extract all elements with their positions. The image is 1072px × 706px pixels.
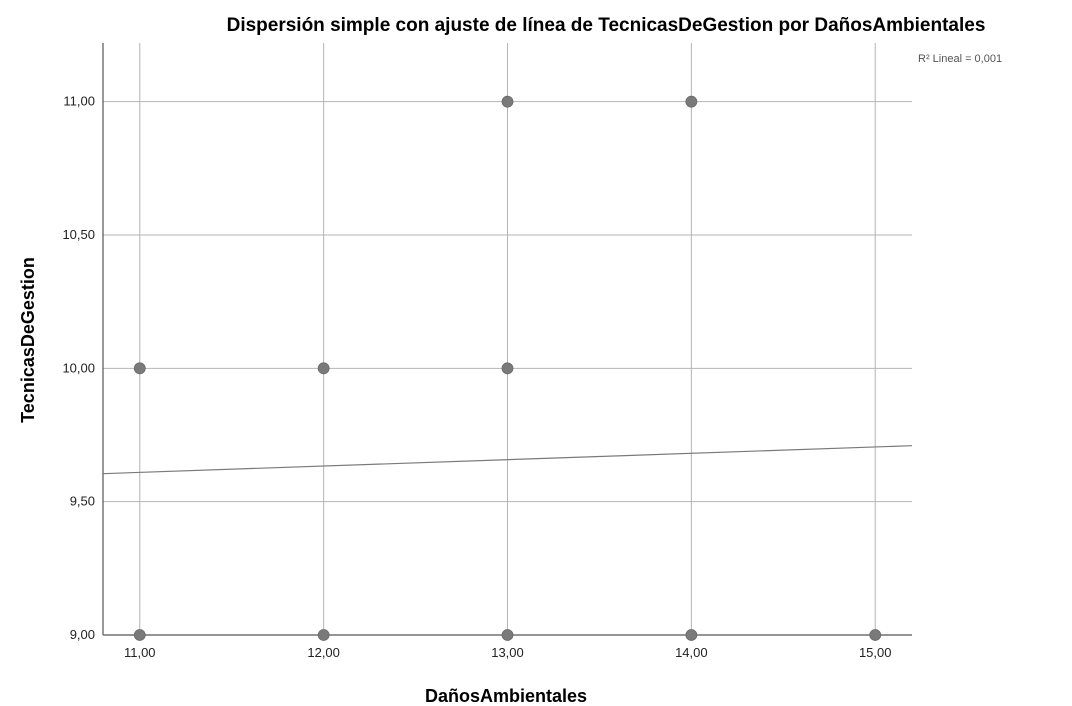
data-point [870, 630, 881, 641]
chart-title: Dispersión simple con ajuste de línea de… [227, 15, 986, 36]
y-axis-label: TecnicasDeGestion [18, 257, 38, 423]
data-point [502, 363, 513, 374]
tick-labels: 11,00 12,00 13,00 14,00 15,00 9,00 9,50 10,00 10… [62, 94, 891, 660]
data-point [318, 363, 329, 374]
y-tick-label: 10,50 [62, 227, 95, 242]
data-point [686, 96, 697, 107]
x-tick-label: 12,00 [307, 645, 340, 660]
data-point [318, 630, 329, 641]
y-tick-label: 10,00 [62, 360, 95, 375]
y-tick-label: 9,50 [70, 494, 95, 509]
x-tick-label: 13,00 [491, 645, 524, 660]
x-axis-label: DañosAmbientales [425, 686, 587, 706]
x-tick-label: 14,00 [675, 645, 708, 660]
grid [103, 43, 912, 635]
data-point [134, 363, 145, 374]
data-point [502, 96, 513, 107]
data-point [686, 630, 697, 641]
y-tick-label: 9,00 [70, 627, 95, 642]
y-tick-label: 11,00 [63, 94, 95, 109]
x-tick-label: 15,00 [859, 645, 892, 660]
data-point [134, 630, 145, 641]
data-point [502, 630, 513, 641]
x-tick-label: 11,00 [124, 645, 156, 660]
r-squared-annotation: R² Lineal = 0,001 [918, 53, 1002, 65]
